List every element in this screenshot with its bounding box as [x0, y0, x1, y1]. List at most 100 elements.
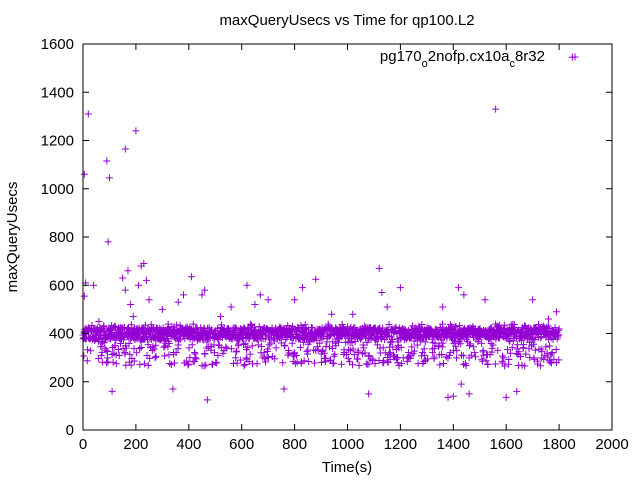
y-tick-label: 600	[49, 277, 74, 294]
data-point	[501, 362, 509, 370]
data-point	[552, 345, 560, 353]
data-point	[111, 322, 119, 330]
data-point	[439, 339, 447, 347]
y-tick-label: 1600	[41, 36, 74, 53]
data-point	[365, 360, 373, 368]
data-point	[540, 355, 548, 363]
data-point	[502, 393, 510, 401]
data-point	[97, 343, 105, 351]
data-point	[438, 320, 446, 328]
data-point	[84, 110, 92, 118]
data-point	[198, 291, 206, 299]
data-point	[505, 356, 513, 364]
data-point	[218, 321, 226, 329]
legend-label-part: c	[509, 58, 515, 70]
data-point	[124, 324, 132, 332]
data-point	[119, 274, 127, 282]
data-point	[547, 359, 555, 367]
x-tick-label: 2000	[595, 436, 628, 453]
data-point	[122, 344, 130, 352]
data-point	[440, 360, 448, 368]
data-point	[136, 361, 144, 369]
legend-series-label: pg170o2nofp.cx10ac8r32	[380, 48, 545, 70]
data-point	[392, 355, 400, 363]
data-point	[264, 296, 272, 304]
data-point	[223, 344, 231, 352]
data-point	[457, 380, 465, 388]
data-point	[489, 341, 497, 349]
data-point	[87, 347, 95, 355]
x-tick-label: 600	[229, 436, 254, 453]
data-point	[529, 340, 537, 348]
x-tick-label: 200	[123, 436, 148, 453]
data-point	[219, 350, 227, 358]
data-point	[111, 342, 119, 350]
data-point	[142, 276, 150, 284]
data-point	[121, 145, 129, 153]
data-point	[420, 357, 428, 365]
data-point	[121, 350, 129, 358]
x-axis-title: Time(s)	[322, 459, 372, 476]
data-point	[264, 345, 272, 353]
data-point	[491, 360, 499, 368]
data-point	[152, 352, 160, 360]
data-point	[326, 343, 334, 351]
data-point	[499, 359, 507, 367]
data-point	[254, 341, 262, 349]
data-point	[203, 338, 211, 346]
data-point	[233, 359, 241, 367]
data-point	[237, 356, 245, 364]
data-point	[227, 303, 235, 311]
data-point	[516, 352, 524, 360]
data-point	[174, 341, 182, 349]
data-point	[545, 315, 553, 323]
y-tick-label: 1200	[41, 133, 74, 150]
data-point	[424, 355, 432, 363]
data-point	[158, 305, 166, 313]
data-point	[293, 358, 301, 366]
data-point	[392, 323, 400, 331]
data-point	[320, 349, 328, 357]
data-point	[438, 351, 446, 359]
data-point	[299, 338, 307, 346]
data-point	[412, 325, 420, 333]
data-point	[291, 296, 299, 304]
data-point	[359, 341, 367, 349]
data-point	[505, 334, 513, 342]
data-point	[200, 362, 208, 370]
data-point	[80, 292, 88, 300]
data-point	[506, 349, 514, 357]
data-point	[456, 322, 464, 330]
data-point	[371, 360, 379, 368]
data-point	[308, 324, 316, 332]
data-point	[393, 335, 401, 343]
data-point	[478, 355, 486, 363]
data-point	[410, 347, 418, 355]
data-point	[452, 322, 460, 330]
data-point	[100, 323, 108, 331]
data-point	[385, 350, 393, 358]
data-point	[267, 339, 275, 347]
data-point	[534, 321, 542, 329]
data-point	[130, 357, 138, 365]
data-point	[431, 344, 439, 352]
data-point	[201, 350, 209, 358]
data-point	[444, 393, 452, 401]
data-point	[344, 355, 352, 363]
x-tick-label: 1000	[331, 436, 364, 453]
data-point	[322, 354, 330, 362]
data-point	[145, 296, 153, 304]
data-point	[462, 362, 470, 370]
data-point	[521, 362, 529, 370]
data-point	[103, 354, 111, 362]
data-point	[320, 329, 328, 337]
data-point	[455, 284, 463, 292]
data-point	[389, 343, 397, 351]
data-point	[299, 284, 307, 292]
data-point	[242, 354, 250, 362]
data-point	[160, 352, 168, 360]
data-point	[296, 343, 304, 351]
data-point	[421, 351, 429, 359]
data-point	[552, 308, 560, 316]
